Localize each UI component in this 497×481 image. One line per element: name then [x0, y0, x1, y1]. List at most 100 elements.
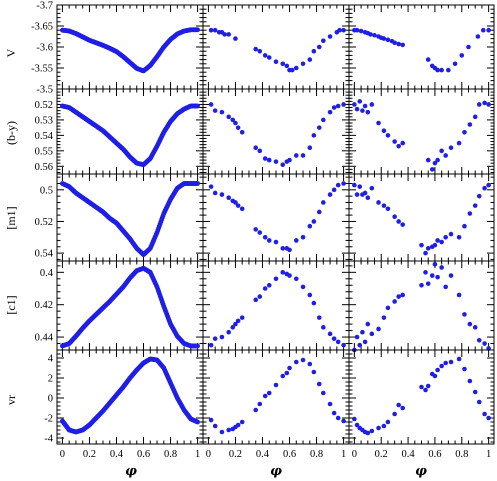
data-point — [287, 273, 292, 278]
data-point — [208, 27, 214, 33]
data-point — [392, 139, 397, 144]
data-point — [482, 185, 487, 191]
xtick-label: 0.2 — [375, 449, 388, 460]
data-point — [429, 273, 435, 278]
data-point — [482, 411, 487, 417]
data-point — [456, 292, 462, 298]
data-point — [439, 239, 444, 245]
data-point — [307, 361, 313, 367]
data-point — [212, 423, 218, 429]
data-point — [230, 117, 236, 123]
xtick-label: 0.6 — [137, 449, 150, 460]
data-point — [357, 342, 363, 348]
data-point — [226, 329, 231, 335]
data-point — [311, 48, 317, 54]
data-point — [425, 281, 431, 286]
data-point — [476, 399, 482, 405]
data-point — [452, 61, 458, 67]
ytick-label: -3.65 — [31, 22, 53, 33]
panel-grid: -3.7-3.65-3.6-3.55-3.50.520.530.540.550.… — [31, 1, 495, 460]
data-point — [448, 145, 454, 151]
data-point — [195, 419, 200, 425]
data-point — [467, 378, 473, 384]
data-point — [262, 234, 268, 240]
panel-frame — [202, 173, 350, 262]
panel-r0-c2 — [348, 4, 495, 90]
data-point — [396, 294, 401, 299]
data-point — [376, 200, 381, 205]
data-point — [472, 389, 478, 395]
ytick-label: -3.7 — [36, 1, 53, 12]
xtick-label: 0 — [206, 449, 211, 460]
ylabel-row-1: (b-y) — [4, 121, 18, 145]
data-point — [462, 129, 467, 135]
data-point — [219, 192, 225, 197]
xtick-label: 0.8 — [455, 449, 468, 460]
panel-r1-c2 — [348, 88, 495, 175]
xtick-label: 1 — [341, 449, 346, 460]
data-point — [480, 27, 486, 33]
data-point — [381, 315, 387, 320]
data-point — [365, 109, 371, 115]
data-point — [287, 157, 292, 163]
data-point — [311, 369, 317, 375]
data-point — [432, 160, 438, 166]
ytick-label: 0.53 — [35, 115, 53, 126]
data-point — [439, 148, 444, 154]
data-point — [239, 419, 245, 425]
xlabel-col-1: φ — [270, 464, 282, 479]
data-point — [253, 46, 259, 52]
data-point — [266, 55, 272, 60]
data-point — [352, 416, 357, 422]
data-point — [327, 192, 333, 197]
data-point — [235, 125, 241, 130]
data-point — [369, 331, 375, 337]
data-point — [472, 203, 478, 208]
panel-r3-c1 — [202, 260, 350, 351]
data-point — [381, 36, 387, 41]
data-point — [307, 223, 313, 229]
data-point — [289, 67, 295, 73]
data-point — [381, 128, 387, 134]
data-point — [425, 246, 431, 251]
xtick-label: 0.6 — [428, 449, 441, 460]
data-point — [284, 370, 290, 376]
data-point — [448, 359, 454, 365]
data-point — [331, 187, 337, 193]
data-point — [316, 209, 322, 215]
data-point — [316, 315, 322, 320]
data-point — [316, 44, 322, 50]
data-point — [311, 300, 317, 306]
data-point — [423, 250, 428, 256]
ytick-label: 0.55 — [35, 146, 53, 157]
data-point — [273, 59, 279, 64]
data-point — [280, 270, 286, 275]
panel-r0-c0: -3.7 -3.65 -3.6 -3.55 -3.5 — [31, 1, 204, 96]
data-point — [385, 133, 391, 138]
ytick-label: 0.54 — [35, 131, 54, 142]
ytick-label: 4 — [48, 354, 54, 365]
data-point — [293, 153, 299, 158]
data-point — [300, 284, 306, 290]
data-point — [396, 219, 401, 224]
data-point — [462, 223, 467, 229]
data-point — [195, 181, 200, 186]
data-point — [226, 114, 231, 120]
data-point — [300, 357, 306, 363]
data-point — [235, 203, 241, 208]
data-point — [419, 384, 424, 390]
data-point — [443, 284, 448, 290]
data-point — [472, 325, 478, 330]
xtick-label: 0.2 — [83, 449, 96, 460]
data-point — [253, 145, 259, 151]
ytick-label: -3.5 — [36, 85, 53, 96]
data-point — [448, 273, 454, 278]
data-point — [486, 415, 491, 421]
data-point — [253, 297, 259, 303]
data-point — [300, 61, 306, 67]
data-point — [208, 417, 214, 423]
data-point — [273, 239, 279, 245]
data-point — [425, 383, 431, 389]
data-point — [476, 193, 482, 199]
